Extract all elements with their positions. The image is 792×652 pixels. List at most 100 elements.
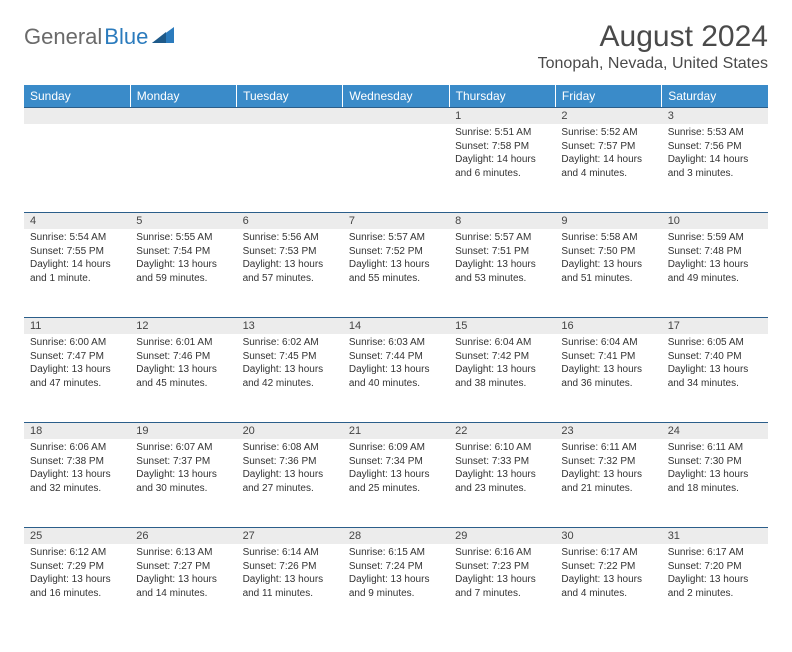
day-header: Thursday xyxy=(449,85,555,107)
day-detail: Sunrise: 6:04 AMSunset: 7:41 PMDaylight:… xyxy=(555,334,661,396)
day-number: 25 xyxy=(24,527,130,544)
day-detail: Sunrise: 6:08 AMSunset: 7:36 PMDaylight:… xyxy=(237,439,343,501)
day-cell: Sunrise: 5:59 AMSunset: 7:48 PMDaylight:… xyxy=(662,229,768,317)
day-detail: Sunrise: 5:52 AMSunset: 7:57 PMDaylight:… xyxy=(555,124,661,186)
day-number-row: 45678910 xyxy=(24,212,768,229)
empty-day-number xyxy=(237,107,343,124)
calendar-body: 123Sunrise: 5:51 AMSunset: 7:58 PMDaylig… xyxy=(24,107,768,632)
day-detail: Sunrise: 5:57 AMSunset: 7:52 PMDaylight:… xyxy=(343,229,449,291)
day-detail: Sunrise: 6:11 AMSunset: 7:32 PMDaylight:… xyxy=(555,439,661,501)
day-detail: Sunrise: 6:04 AMSunset: 7:42 PMDaylight:… xyxy=(449,334,555,396)
day-header: Friday xyxy=(555,85,661,107)
empty-day-number xyxy=(24,107,130,124)
day-detail: Sunrise: 6:13 AMSunset: 7:27 PMDaylight:… xyxy=(130,544,236,606)
day-cell: Sunrise: 5:54 AMSunset: 7:55 PMDaylight:… xyxy=(24,229,130,317)
day-cell: Sunrise: 5:58 AMSunset: 7:50 PMDaylight:… xyxy=(555,229,661,317)
day-detail: Sunrise: 5:54 AMSunset: 7:55 PMDaylight:… xyxy=(24,229,130,291)
day-number: 31 xyxy=(662,527,768,544)
day-detail: Sunrise: 6:03 AMSunset: 7:44 PMDaylight:… xyxy=(343,334,449,396)
day-cell: Sunrise: 6:13 AMSunset: 7:27 PMDaylight:… xyxy=(130,544,236,632)
day-number: 8 xyxy=(449,212,555,229)
day-number: 17 xyxy=(662,317,768,334)
day-number: 12 xyxy=(130,317,236,334)
day-number: 28 xyxy=(343,527,449,544)
day-number-row: 18192021222324 xyxy=(24,422,768,439)
calendar-table: Sunday Monday Tuesday Wednesday Thursday… xyxy=(24,85,768,632)
calendar-page: GeneralBlue August 2024 Tonopah, Nevada,… xyxy=(0,0,792,652)
logo: GeneralBlue xyxy=(24,24,174,50)
day-detail: Sunrise: 6:07 AMSunset: 7:37 PMDaylight:… xyxy=(130,439,236,501)
day-number: 30 xyxy=(555,527,661,544)
day-cell: Sunrise: 6:11 AMSunset: 7:32 PMDaylight:… xyxy=(555,439,661,527)
day-number: 27 xyxy=(237,527,343,544)
day-cell: Sunrise: 6:05 AMSunset: 7:40 PMDaylight:… xyxy=(662,334,768,422)
day-cell: Sunrise: 6:11 AMSunset: 7:30 PMDaylight:… xyxy=(662,439,768,527)
day-detail: Sunrise: 6:14 AMSunset: 7:26 PMDaylight:… xyxy=(237,544,343,606)
day-number: 16 xyxy=(555,317,661,334)
day-number: 3 xyxy=(662,107,768,124)
day-number: 2 xyxy=(555,107,661,124)
day-number: 13 xyxy=(237,317,343,334)
day-content-row: Sunrise: 6:12 AMSunset: 7:29 PMDaylight:… xyxy=(24,544,768,632)
day-cell: Sunrise: 5:55 AMSunset: 7:54 PMDaylight:… xyxy=(130,229,236,317)
day-detail: Sunrise: 6:17 AMSunset: 7:20 PMDaylight:… xyxy=(662,544,768,606)
day-cell: Sunrise: 6:07 AMSunset: 7:37 PMDaylight:… xyxy=(130,439,236,527)
day-number: 18 xyxy=(24,422,130,439)
day-detail: Sunrise: 5:59 AMSunset: 7:48 PMDaylight:… xyxy=(662,229,768,291)
day-header: Sunday xyxy=(24,85,130,107)
day-cell: Sunrise: 6:09 AMSunset: 7:34 PMDaylight:… xyxy=(343,439,449,527)
day-cell: Sunrise: 6:10 AMSunset: 7:33 PMDaylight:… xyxy=(449,439,555,527)
day-cell xyxy=(24,124,130,212)
day-cell: Sunrise: 6:06 AMSunset: 7:38 PMDaylight:… xyxy=(24,439,130,527)
day-detail: Sunrise: 6:16 AMSunset: 7:23 PMDaylight:… xyxy=(449,544,555,606)
day-cell xyxy=(343,124,449,212)
day-detail: Sunrise: 5:53 AMSunset: 7:56 PMDaylight:… xyxy=(662,124,768,186)
day-header: Wednesday xyxy=(343,85,449,107)
day-cell xyxy=(130,124,236,212)
day-cell: Sunrise: 6:01 AMSunset: 7:46 PMDaylight:… xyxy=(130,334,236,422)
day-content-row: Sunrise: 6:06 AMSunset: 7:38 PMDaylight:… xyxy=(24,439,768,527)
day-header: Saturday xyxy=(662,85,768,107)
day-detail: Sunrise: 5:51 AMSunset: 7:58 PMDaylight:… xyxy=(449,124,555,186)
day-cell: Sunrise: 5:56 AMSunset: 7:53 PMDaylight:… xyxy=(237,229,343,317)
day-number: 15 xyxy=(449,317,555,334)
day-cell: Sunrise: 6:00 AMSunset: 7:47 PMDaylight:… xyxy=(24,334,130,422)
day-detail: Sunrise: 5:58 AMSunset: 7:50 PMDaylight:… xyxy=(555,229,661,291)
day-header: Monday xyxy=(130,85,236,107)
day-detail: Sunrise: 6:12 AMSunset: 7:29 PMDaylight:… xyxy=(24,544,130,606)
day-detail: Sunrise: 6:00 AMSunset: 7:47 PMDaylight:… xyxy=(24,334,130,396)
month-title: August 2024 xyxy=(538,20,768,53)
day-cell xyxy=(237,124,343,212)
day-number: 10 xyxy=(662,212,768,229)
day-header: Tuesday xyxy=(237,85,343,107)
day-detail: Sunrise: 6:15 AMSunset: 7:24 PMDaylight:… xyxy=(343,544,449,606)
day-detail: Sunrise: 6:11 AMSunset: 7:30 PMDaylight:… xyxy=(662,439,768,501)
day-detail: Sunrise: 6:05 AMSunset: 7:40 PMDaylight:… xyxy=(662,334,768,396)
day-number: 1 xyxy=(449,107,555,124)
day-detail: Sunrise: 5:56 AMSunset: 7:53 PMDaylight:… xyxy=(237,229,343,291)
day-cell: Sunrise: 5:57 AMSunset: 7:52 PMDaylight:… xyxy=(343,229,449,317)
day-number: 5 xyxy=(130,212,236,229)
day-number-row: 11121314151617 xyxy=(24,317,768,334)
day-detail: Sunrise: 5:55 AMSunset: 7:54 PMDaylight:… xyxy=(130,229,236,291)
day-number: 6 xyxy=(237,212,343,229)
day-cell: Sunrise: 6:17 AMSunset: 7:22 PMDaylight:… xyxy=(555,544,661,632)
day-number: 29 xyxy=(449,527,555,544)
logo-text-blue: Blue xyxy=(104,24,148,50)
day-cell: Sunrise: 6:16 AMSunset: 7:23 PMDaylight:… xyxy=(449,544,555,632)
day-number: 22 xyxy=(449,422,555,439)
day-cell: Sunrise: 5:57 AMSunset: 7:51 PMDaylight:… xyxy=(449,229,555,317)
day-detail: Sunrise: 5:57 AMSunset: 7:51 PMDaylight:… xyxy=(449,229,555,291)
header: GeneralBlue August 2024 Tonopah, Nevada,… xyxy=(24,20,768,73)
day-number-row: 123 xyxy=(24,107,768,124)
day-detail: Sunrise: 6:09 AMSunset: 7:34 PMDaylight:… xyxy=(343,439,449,501)
day-content-row: Sunrise: 5:51 AMSunset: 7:58 PMDaylight:… xyxy=(24,124,768,212)
day-number: 14 xyxy=(343,317,449,334)
day-number: 9 xyxy=(555,212,661,229)
day-cell: Sunrise: 5:53 AMSunset: 7:56 PMDaylight:… xyxy=(662,124,768,212)
day-cell: Sunrise: 5:51 AMSunset: 7:58 PMDaylight:… xyxy=(449,124,555,212)
day-cell: Sunrise: 6:14 AMSunset: 7:26 PMDaylight:… xyxy=(237,544,343,632)
day-detail: Sunrise: 6:02 AMSunset: 7:45 PMDaylight:… xyxy=(237,334,343,396)
day-number: 4 xyxy=(24,212,130,229)
day-cell: Sunrise: 6:02 AMSunset: 7:45 PMDaylight:… xyxy=(237,334,343,422)
